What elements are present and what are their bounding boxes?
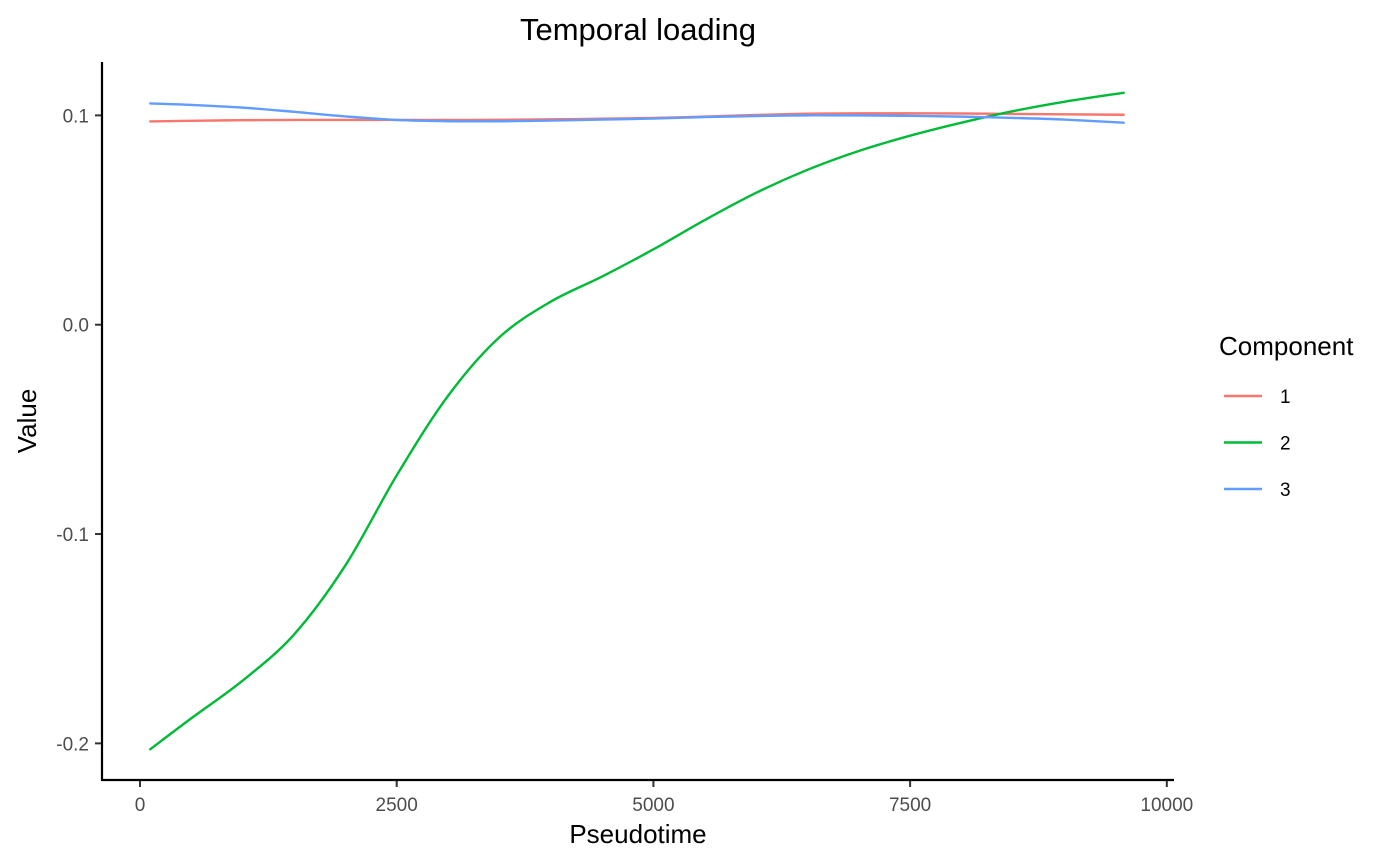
- legend: Component 1 2 3: [1219, 331, 1354, 501]
- plot-series: [149, 91, 1125, 751]
- legend-label-2: 2: [1280, 434, 1291, 455]
- x-axis-title: Pseudotime: [569, 819, 706, 849]
- y-tick-label: 0.0: [63, 316, 89, 337]
- legend-label-1: 1: [1280, 387, 1291, 408]
- y-tick-label: -0.1: [56, 525, 89, 546]
- x-tick-label: 5000: [632, 795, 674, 816]
- x-tick-label: 0: [135, 795, 146, 816]
- chart-title: Temporal loading: [520, 12, 756, 47]
- y-axis-ticks: -0.2 -0.1 0.0 0.1: [56, 106, 102, 755]
- x-tick-label: 10000: [1140, 795, 1193, 816]
- x-tick-label: 2500: [376, 795, 418, 816]
- series-line-3: [149, 102, 1125, 124]
- series-line-2: [149, 91, 1125, 751]
- x-axis-ticks: 0 2500 5000 7500 10000: [135, 780, 1193, 816]
- legend-items: 1 2 3: [1224, 387, 1291, 501]
- legend-label-3: 3: [1280, 480, 1291, 501]
- y-tick-label: 0.1: [63, 106, 89, 127]
- y-tick-label: -0.2: [56, 734, 89, 755]
- x-tick-label: 7500: [889, 795, 931, 816]
- legend-title: Component: [1219, 331, 1354, 361]
- y-axis-title: Value: [12, 389, 42, 454]
